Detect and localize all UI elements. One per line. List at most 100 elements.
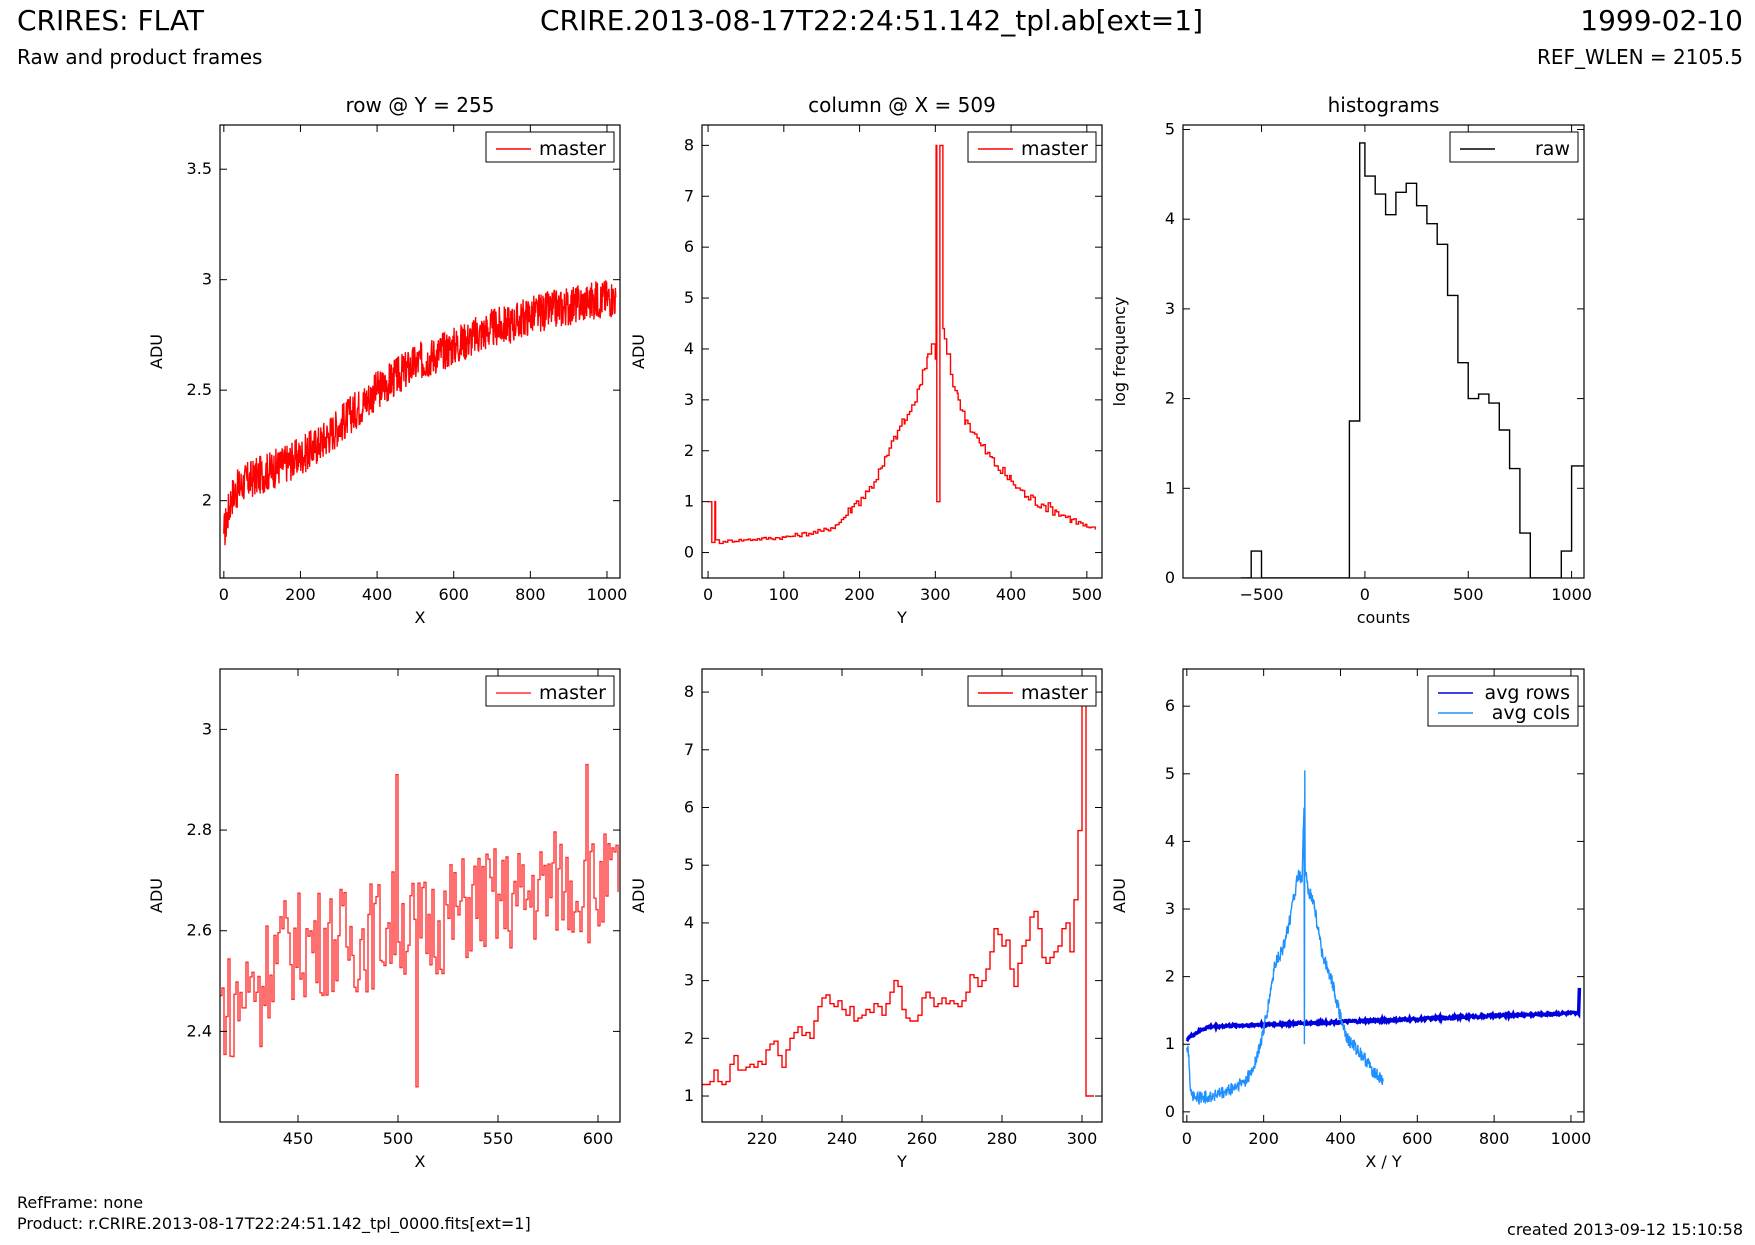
x-axis-label: X <box>415 1152 426 1171</box>
y-tick-label: 8 <box>684 135 694 154</box>
legend-box <box>1449 131 1579 163</box>
plot-frame <box>701 124 1103 579</box>
page-title: CRIRES: FLAT <box>17 4 204 37</box>
x-tick-label: 100 <box>769 585 800 604</box>
x-tick-label: 1000 <box>1551 1129 1592 1148</box>
plot-frame <box>219 124 621 579</box>
legend-box <box>967 675 1097 707</box>
y-tick-label: 1 <box>684 492 694 511</box>
y-tick-label: 8 <box>684 682 694 701</box>
x-tick-label: 800 <box>515 585 546 604</box>
x-tick-label: 1000 <box>1551 585 1592 604</box>
y-tick-label: 5 <box>1165 119 1175 138</box>
y-tick-label: 3 <box>684 971 694 990</box>
date-label: 1999-02-10 <box>1580 4 1743 37</box>
x-tick-label: 600 <box>1402 1129 1433 1148</box>
x-axis-label: X / Y <box>1365 1152 1402 1171</box>
y-tick-label: 2 <box>1165 967 1175 986</box>
legend-label: avg cols <box>1492 702 1570 724</box>
legend-box <box>485 131 615 163</box>
plot-frame <box>1182 668 1585 1123</box>
x-tick-label: 600 <box>438 585 469 604</box>
legend-box <box>967 131 1097 163</box>
x-axis-label: counts <box>1357 608 1410 627</box>
x-tick-label: 200 <box>1248 1129 1279 1148</box>
chart-title: histograms <box>1328 93 1440 117</box>
y-tick-label: 4 <box>1165 831 1175 850</box>
legend-label: master <box>1021 138 1088 160</box>
legend-label: master <box>1021 682 1088 704</box>
chart-colzoom: 220 240 260 280 300 1 2 3 4 5 6 7 8 Y ADU master <box>629 668 1103 1171</box>
y-tick-label: 0 <box>1165 1102 1175 1121</box>
y-tick-label: 6 <box>684 797 694 816</box>
page-subtitle: Raw and product frames <box>17 45 263 69</box>
series-raw-line <box>1240 142 1584 578</box>
x-tick-label: 400 <box>362 585 393 604</box>
x-tick-label: 200 <box>844 585 875 604</box>
legend-label: raw <box>1535 138 1570 160</box>
y-tick-label: 2.8 <box>187 820 212 839</box>
product-label: Product: r.CRIRE.2013-08-17T22:24:51.142… <box>17 1214 531 1233</box>
y-tick-label: 2.4 <box>187 1021 212 1040</box>
y-tick-label: 2.6 <box>187 921 212 940</box>
series-avg-cols-line <box>1186 770 1384 1105</box>
y-tick-label: 6 <box>684 237 694 256</box>
chart-row: 0 200 400 600 800 1000 2 2.5 3 3.5 X ADU row @ Y = 2… <box>147 93 627 627</box>
x-tick-label: 0 <box>1360 585 1370 604</box>
plot-frame <box>1182 124 1585 579</box>
x-tick-label: 500 <box>1072 585 1103 604</box>
y-tick-label: 2 <box>1165 389 1175 408</box>
y-tick-label: 1 <box>684 1086 694 1105</box>
file-name: CRIRE.2013-08-17T22:24:51.142_tpl.ab[ext… <box>540 4 1204 37</box>
x-tick-label: 240 <box>827 1129 858 1148</box>
y-tick-label: 3 <box>202 719 212 738</box>
chart-col: 0 100 200 300 400 500 0 1 2 3 4 5 6 7 8 Y ADU column @ X … <box>629 93 1103 627</box>
x-tick-label: 280 <box>987 1129 1018 1148</box>
series-avg-rows-line <box>1185 987 1582 1043</box>
y-tick-label: 6 <box>1165 696 1175 715</box>
y-axis-label: log frequency <box>1110 297 1129 407</box>
y-tick-label: 3 <box>684 390 694 409</box>
y-tick-label: 3 <box>1165 299 1175 318</box>
y-tick-label: 5 <box>684 288 694 307</box>
y-tick-label: 4 <box>684 339 694 358</box>
y-axis-label: ADU <box>1110 878 1129 913</box>
series-master-line <box>708 144 1096 545</box>
x-tick-label: 1000 <box>587 585 628 604</box>
x-tick-label: 300 <box>1067 1129 1098 1148</box>
plot-frame <box>701 668 1103 1123</box>
y-tick-label: 2 <box>202 491 212 510</box>
y-tick-label: 2 <box>684 1028 694 1047</box>
x-tick-label: 0 <box>1182 1129 1192 1148</box>
x-tick-label: 0 <box>703 585 713 604</box>
legend-box <box>485 675 615 707</box>
x-tick-label: 500 <box>383 1129 414 1148</box>
legend-box <box>1427 675 1579 727</box>
legend-label: avg rows <box>1485 682 1570 704</box>
chart-avg: 0 200 400 600 800 1000 0 1 2 3 4 5 6 X / Y ADU avg rows… <box>1110 668 1592 1171</box>
x-tick-label: 300 <box>920 585 951 604</box>
x-tick-label: 400 <box>1325 1129 1356 1148</box>
y-tick-label: 7 <box>684 740 694 759</box>
chart-title: column @ X = 509 <box>808 93 996 117</box>
x-tick-label: 550 <box>483 1129 514 1148</box>
x-tick-label: 0 <box>219 585 229 604</box>
chart-title: row @ Y = 255 <box>346 93 495 117</box>
legend-label: master <box>539 682 606 704</box>
y-tick-label: 0 <box>684 543 694 562</box>
x-axis-label: X <box>415 608 426 627</box>
series-master-line <box>702 691 1094 1097</box>
series-master-line <box>223 280 617 546</box>
y-tick-label: 3 <box>202 270 212 289</box>
y-tick-label: 3 <box>1165 899 1175 918</box>
x-tick-label: 600 <box>583 1129 614 1148</box>
created-label: created 2013-09-12 15:10:58 <box>1507 1220 1743 1239</box>
refframe-label: RefFrame: none <box>17 1193 144 1212</box>
x-tick-label: 450 <box>283 1129 314 1148</box>
y-axis-label: ADU <box>147 878 166 913</box>
y-tick-label: 7 <box>684 186 694 205</box>
y-tick-label: 4 <box>1165 209 1175 228</box>
x-tick-label: 400 <box>996 585 1027 604</box>
x-tick-label: 200 <box>285 585 316 604</box>
